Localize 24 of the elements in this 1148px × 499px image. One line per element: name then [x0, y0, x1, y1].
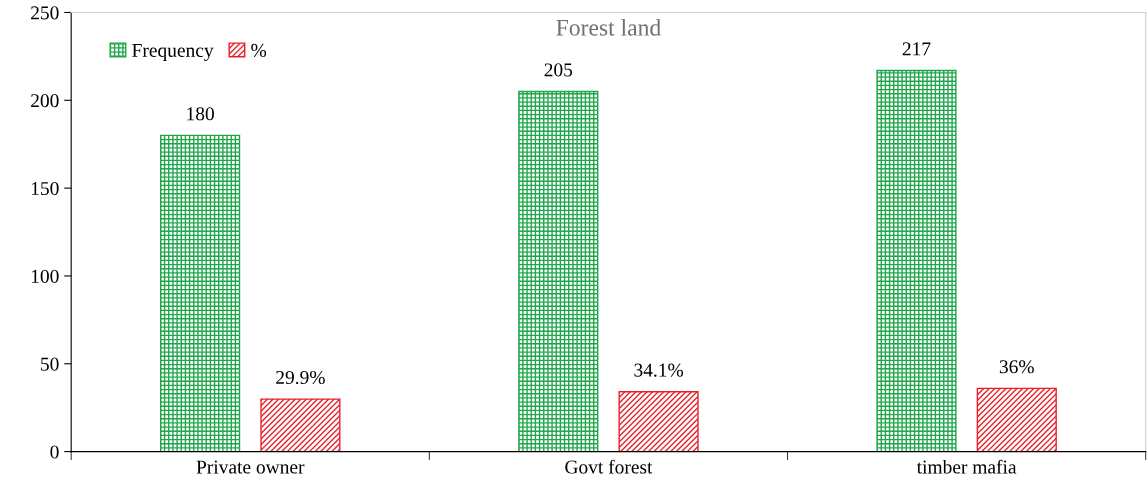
x-tick-label: Private owner: [196, 460, 305, 474]
bar: [518, 90, 599, 452]
y-tick-label: 200: [31, 94, 59, 108]
chart-title: Forest land: [556, 19, 661, 36]
data-label: 180: [187, 107, 214, 121]
bar: [618, 391, 699, 452]
legend-label: %: [251, 43, 267, 58]
y-tick-label: 0: [50, 445, 59, 459]
bar: [260, 398, 341, 452]
y-tick-label: 100: [31, 269, 59, 283]
x-tick-label: Govt forest: [565, 459, 653, 474]
y-tick-label: 250: [31, 6, 59, 20]
y-tick-label: 150: [31, 181, 59, 196]
x-tick-label: timber mafia: [916, 459, 1017, 474]
data-label: 205: [544, 63, 573, 77]
data-label: 36%: [999, 360, 1034, 374]
legend-label: Frequency: [132, 44, 214, 61]
data-label: 217: [902, 42, 931, 56]
bar: [160, 134, 241, 452]
bar: [976, 387, 1057, 452]
y-tick-label: 50: [41, 357, 59, 371]
data-label: 29.9%: [276, 370, 325, 385]
bar: [876, 69, 957, 452]
data-label: 34.1%: [634, 363, 684, 377]
